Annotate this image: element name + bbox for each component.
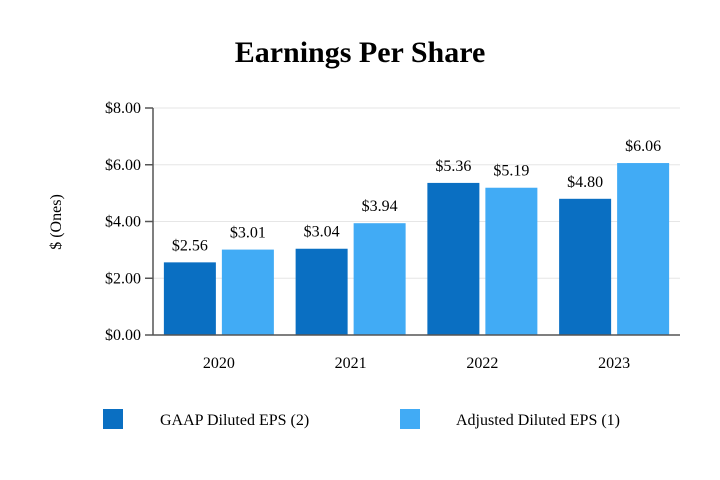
- y-axis-title: $ (Ones): [48, 194, 65, 250]
- y-tick-label: $4.00: [105, 214, 141, 231]
- bar-2023-adjusted: [617, 163, 670, 335]
- data-label: $4.80: [567, 174, 603, 191]
- bars: [163, 163, 670, 335]
- y-tick-label: $0.00: [105, 327, 141, 344]
- bar-2022-adjusted: [485, 187, 538, 335]
- x-tick-label: 2022: [466, 355, 498, 372]
- data-label: $5.19: [493, 163, 529, 180]
- legend-swatch: [400, 409, 420, 429]
- data-labels: $2.56 $3.01 $3.04 $3.94 $5.36 $5.19 $4.80 $6.06: [172, 138, 661, 254]
- bar-2021-adjusted: [353, 223, 406, 335]
- data-label: $3.01: [230, 225, 266, 242]
- data-label: $3.04: [304, 224, 340, 241]
- legend-swatch: [103, 409, 123, 429]
- data-label: $6.06: [625, 138, 661, 155]
- x-tick-label: 2021: [335, 355, 367, 372]
- y-tick-label: $2.00: [105, 270, 141, 287]
- legend: GAAP Diluted EPS (2) Adjusted Diluted EPS…: [103, 409, 620, 429]
- data-label: $5.36: [435, 158, 471, 175]
- bar-2020-gaap: [163, 262, 216, 335]
- x-tick-label: 2023: [598, 355, 630, 372]
- bar-2023-gaap: [559, 198, 612, 335]
- bar-2021-gaap: [295, 248, 348, 335]
- bar-2020-adjusted: [221, 249, 274, 335]
- axes: $0.00 $2.00 $4.00 $6.00 $8.00 2020 2021 2022 202…: [105, 100, 680, 372]
- data-label: $3.94: [362, 198, 398, 215]
- bar-2022-gaap: [427, 182, 480, 335]
- y-tick-label: $8.00: [105, 100, 141, 117]
- x-tick-label: 2020: [203, 355, 235, 372]
- y-tick-label: $6.00: [105, 157, 141, 174]
- legend-label: Adjusted Diluted EPS (1): [456, 412, 620, 429]
- chart-title: Earnings Per Share: [235, 36, 486, 69]
- data-label: $2.56: [172, 237, 208, 254]
- legend-label: GAAP Diluted EPS (2): [160, 412, 309, 429]
